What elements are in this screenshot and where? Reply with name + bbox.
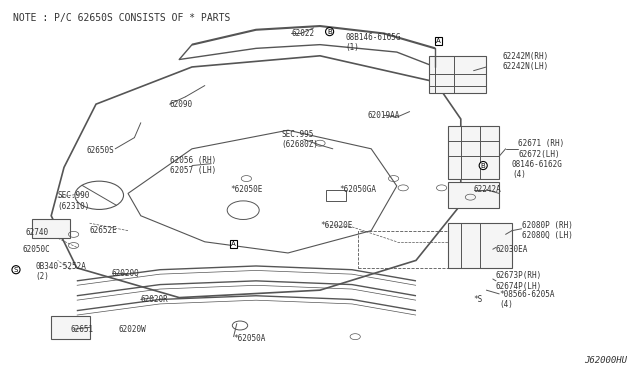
Text: SEC.990
(62310): SEC.990 (62310): [58, 191, 90, 211]
Text: 62050C: 62050C: [22, 245, 50, 254]
FancyBboxPatch shape: [51, 316, 90, 339]
Text: 08146-6162G
(4): 08146-6162G (4): [512, 160, 563, 179]
FancyBboxPatch shape: [32, 219, 70, 238]
Text: 62090: 62090: [170, 100, 193, 109]
Text: 62056 (RH)
62057 (LH): 62056 (RH) 62057 (LH): [170, 156, 216, 175]
Text: NOTE : P/C 62650S CONSISTS OF * PARTS: NOTE : P/C 62650S CONSISTS OF * PARTS: [13, 13, 230, 23]
Text: 62652E: 62652E: [90, 226, 117, 235]
Text: 62080P (RH)
62080Q (LH): 62080P (RH) 62080Q (LH): [522, 221, 572, 240]
Text: *62020E: *62020E: [320, 221, 353, 230]
Text: *62050A: *62050A: [234, 334, 266, 343]
Text: 62019AA: 62019AA: [368, 111, 401, 120]
Text: S: S: [14, 267, 18, 273]
FancyBboxPatch shape: [429, 56, 486, 93]
FancyBboxPatch shape: [448, 126, 499, 179]
Text: 62020R: 62020R: [141, 295, 168, 304]
Text: 62020Q: 62020Q: [112, 269, 140, 278]
Text: *S: *S: [474, 295, 483, 304]
Text: 62242M(RH)
62242N(LH): 62242M(RH) 62242N(LH): [502, 52, 548, 71]
Text: 62650S: 62650S: [86, 146, 114, 155]
Text: 62671 (RH)
62672(LH): 62671 (RH) 62672(LH): [518, 139, 564, 158]
Text: *62050GA: *62050GA: [339, 185, 376, 194]
FancyBboxPatch shape: [448, 182, 499, 208]
Text: B: B: [327, 29, 332, 35]
Text: 62020W: 62020W: [118, 325, 146, 334]
Text: A: A: [436, 38, 441, 44]
Text: 08B146-6165G
(1): 08B146-6165G (1): [346, 33, 401, 52]
Text: 62030EA: 62030EA: [496, 245, 529, 254]
Text: B: B: [481, 163, 486, 169]
Text: 62651: 62651: [70, 325, 93, 334]
Text: 62022: 62022: [291, 29, 314, 38]
Text: 0B340-5252A
(2): 0B340-5252A (2): [35, 262, 86, 281]
Text: SEC.995
(62680Z): SEC.995 (62680Z): [282, 130, 319, 149]
Text: 62242A: 62242A: [474, 185, 501, 194]
Text: A: A: [231, 241, 236, 247]
Text: J62000HU: J62000HU: [584, 356, 627, 365]
Text: 62673P(RH)
62674P(LH): 62673P(RH) 62674P(LH): [496, 271, 542, 291]
Text: *08566-6205A
(4): *08566-6205A (4): [499, 290, 555, 309]
Text: *62050E: *62050E: [230, 185, 263, 194]
Text: 62740: 62740: [26, 228, 49, 237]
FancyBboxPatch shape: [448, 223, 512, 268]
